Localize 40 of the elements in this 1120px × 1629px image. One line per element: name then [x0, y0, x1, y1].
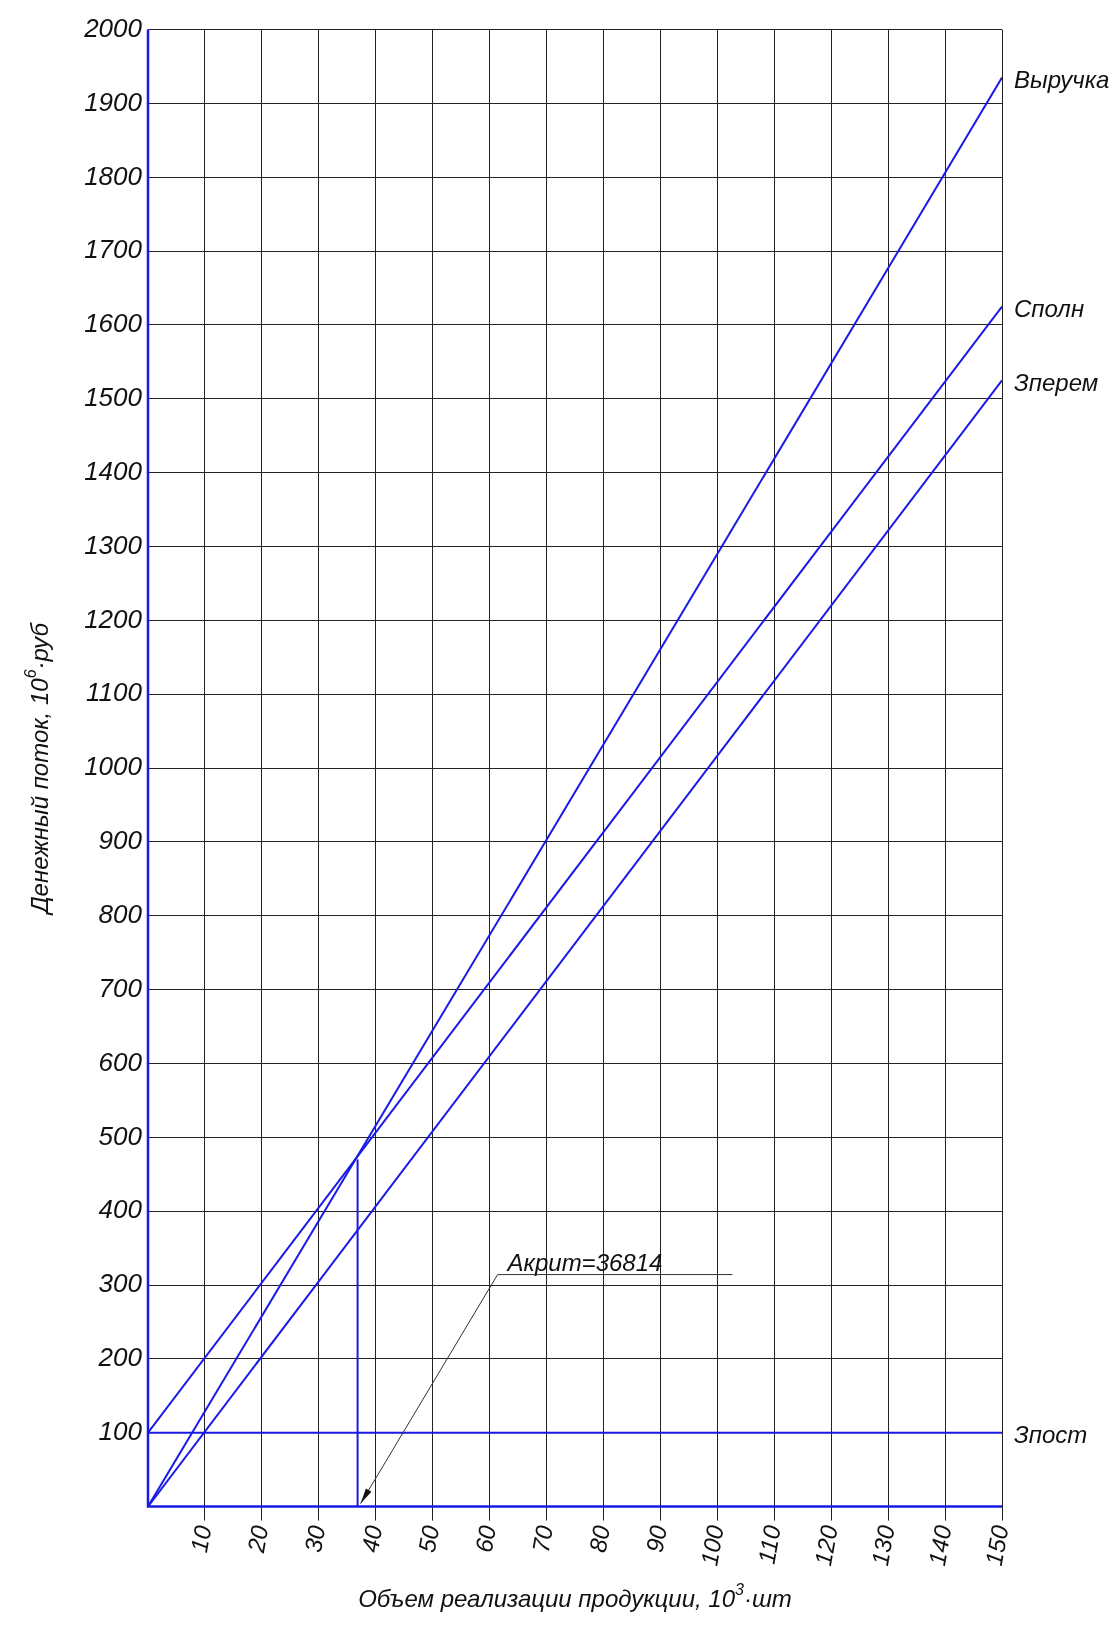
x-tick-label: 30 — [299, 1522, 331, 1555]
x-tick-label: 110 — [752, 1522, 786, 1566]
y-axis-title: Денежный поток, 106·руб — [22, 621, 53, 917]
x-tick-label: 80 — [583, 1522, 616, 1555]
x-tick-label: 90 — [640, 1522, 673, 1555]
y-tick-label: 100 — [98, 1415, 143, 1446]
y-tick-label: 1900 — [84, 86, 143, 117]
x-tick-label: 40 — [356, 1522, 388, 1555]
y-tick-label: 200 — [97, 1342, 143, 1373]
x-tick-label: 120 — [809, 1522, 843, 1568]
y-tick-label: 800 — [98, 899, 143, 930]
y-tick-label: 1100 — [86, 677, 143, 708]
y-tick-label: 900 — [98, 825, 143, 856]
x-tick-label: 20 — [241, 1522, 274, 1556]
y-tick-label: 1700 — [84, 234, 143, 265]
x-tick-label: 70 — [526, 1522, 559, 1555]
x-tick-label: 50 — [412, 1522, 445, 1555]
y-tick-label: 2000 — [83, 12, 143, 43]
y-tick-label: 1800 — [84, 160, 143, 191]
y-tick-label: 1300 — [84, 529, 143, 560]
x-tick-label: 60 — [469, 1522, 502, 1555]
y-tick-label: 600 — [98, 1046, 143, 1077]
series-label: Сполн — [1014, 295, 1085, 323]
y-tick-label: 300 — [98, 1268, 143, 1299]
y-tick-label: 500 — [98, 1120, 143, 1151]
x-tick-label: 140 — [923, 1522, 957, 1568]
y-tick-label: 1000 — [84, 751, 143, 782]
x-tick-label: 10 — [185, 1522, 217, 1555]
y-tick-label: 1400 — [84, 455, 143, 486]
y-tick-label: 1500 — [84, 382, 143, 413]
y-tick-label: 1200 — [84, 603, 143, 634]
series-label: Выручка — [1014, 66, 1110, 94]
series-label: Зперем — [1014, 369, 1099, 397]
y-tick-label: 400 — [98, 1194, 143, 1225]
y-tick-label: 1600 — [84, 308, 143, 339]
x-tick-label: 130 — [866, 1522, 900, 1568]
x-tick-label: 100 — [695, 1522, 729, 1568]
series-label: Зпост — [1014, 1421, 1088, 1449]
y-tick-label: 700 — [98, 972, 143, 1003]
x-tick-label: 150 — [979, 1522, 1014, 1568]
